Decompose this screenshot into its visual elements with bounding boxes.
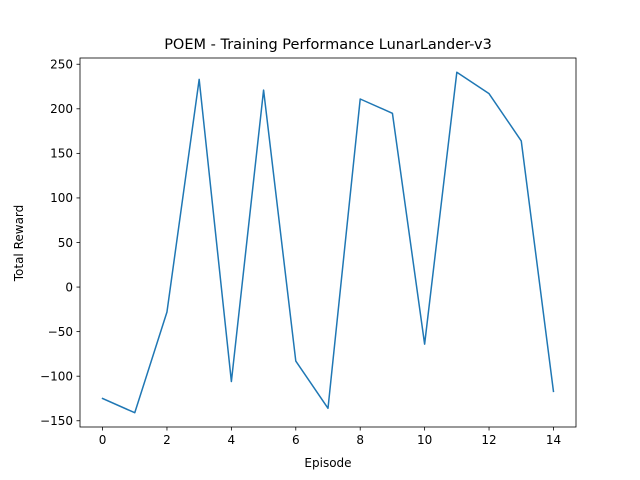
x-tick-label: 2 bbox=[163, 433, 171, 447]
y-tick-label: 150 bbox=[50, 147, 73, 161]
axes-frame bbox=[79, 57, 577, 428]
y-axis-label: Total Reward bbox=[12, 205, 26, 283]
x-tick-label: 8 bbox=[356, 433, 364, 447]
x-tick-label: 6 bbox=[292, 433, 300, 447]
y-tick-label: 250 bbox=[50, 58, 73, 72]
y-tick-label: −100 bbox=[40, 369, 73, 383]
y-tick-label: −150 bbox=[40, 414, 73, 428]
y-tick-label: 50 bbox=[58, 236, 73, 250]
x-tick-label: 0 bbox=[99, 433, 107, 447]
y-tick-label: 100 bbox=[50, 191, 73, 205]
x-tick-label: 4 bbox=[228, 433, 236, 447]
chart-title: POEM - Training Performance LunarLander-… bbox=[164, 37, 492, 53]
x-axis-label: Episode bbox=[304, 456, 351, 470]
x-tick-label: 10 bbox=[417, 433, 432, 447]
series-line-0 bbox=[101, 71, 555, 414]
y-tick-label: 200 bbox=[50, 102, 73, 116]
y-tick-label: 0 bbox=[65, 280, 73, 294]
plot-area: 0 2 4 6 8 10 12 14 −150 −100 −50 0 50 100 150 200 250 bbox=[40, 57, 577, 447]
x-tick-label: 14 bbox=[546, 433, 561, 447]
x-tick-label: 12 bbox=[481, 433, 496, 447]
y-tick-label: −50 bbox=[48, 325, 73, 339]
